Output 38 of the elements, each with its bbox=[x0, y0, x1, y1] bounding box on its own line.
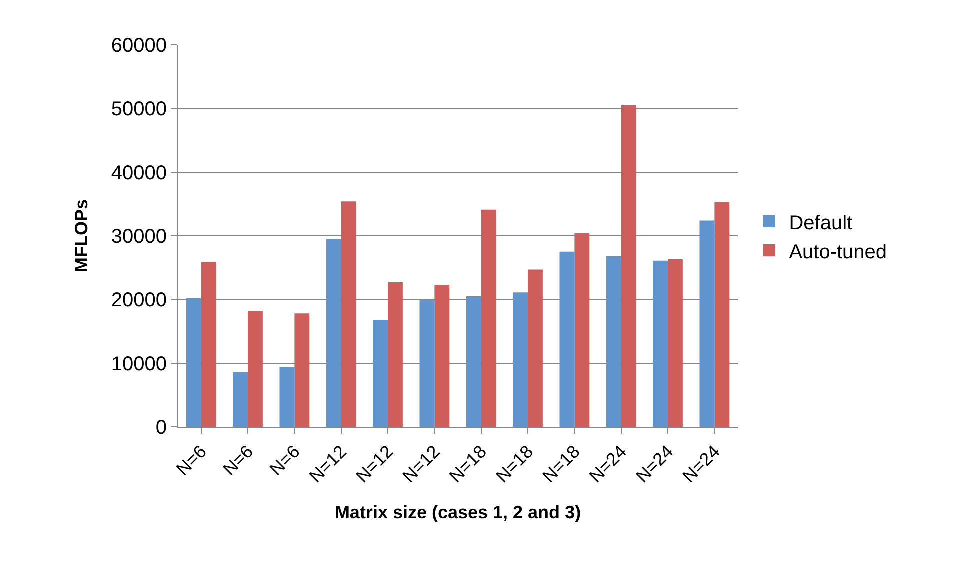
bar bbox=[481, 210, 496, 427]
bar bbox=[294, 314, 310, 427]
bar bbox=[714, 202, 730, 427]
legend-label: Auto-tuned bbox=[789, 241, 888, 264]
bar bbox=[341, 202, 356, 427]
bar bbox=[326, 239, 342, 427]
bar bbox=[700, 220, 715, 427]
bar bbox=[528, 270, 543, 427]
bar bbox=[420, 300, 435, 427]
bar bbox=[513, 292, 528, 427]
bar bbox=[653, 260, 668, 427]
bar bbox=[201, 262, 216, 427]
y-tick-label: 40000 bbox=[111, 162, 167, 184]
bar bbox=[560, 252, 575, 427]
x-tick-label: N=6 bbox=[266, 442, 304, 480]
x-tick-label: N=6 bbox=[172, 442, 211, 480]
y-tick-label: 30000 bbox=[111, 226, 167, 248]
bar bbox=[434, 285, 450, 427]
y-tick-label: 10000 bbox=[111, 353, 167, 376]
bar bbox=[606, 256, 622, 427]
y-axis-title: MFLOPs bbox=[72, 199, 92, 273]
bar bbox=[466, 296, 482, 427]
bar bbox=[574, 233, 590, 427]
bar bbox=[248, 311, 263, 427]
bar bbox=[186, 298, 202, 427]
y-tick-label: 0 bbox=[156, 417, 167, 439]
x-axis-title: Matrix size (cases 1, 2 and 3) bbox=[334, 502, 582, 523]
bar bbox=[280, 367, 295, 427]
legend-label: Default bbox=[789, 212, 854, 234]
y-tick-label: 20000 bbox=[111, 290, 167, 312]
x-tick-label: N=6 bbox=[219, 442, 258, 480]
bar bbox=[621, 105, 636, 427]
bar bbox=[373, 320, 388, 427]
y-tick-label: 50000 bbox=[111, 98, 167, 121]
y-tick-label: 60000 bbox=[111, 35, 167, 57]
bar bbox=[668, 260, 683, 427]
bar bbox=[388, 282, 403, 427]
bar bbox=[233, 372, 248, 427]
